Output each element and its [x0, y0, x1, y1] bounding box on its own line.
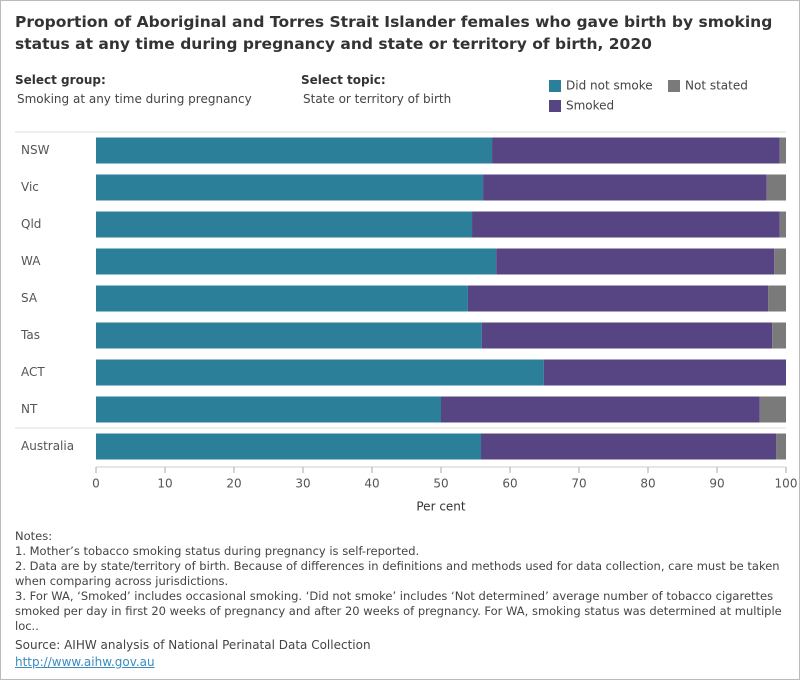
x-tick-label: 30: [295, 477, 310, 491]
y-tick-label: WA: [21, 254, 41, 268]
notes-title: Notes:: [15, 529, 53, 543]
control-value[interactable]: Smoking at any time during pregnancy: [17, 92, 252, 106]
notes: Notes: 1. Mother’s tobacco smoking statu…: [15, 529, 790, 634]
bar-segment: [96, 359, 544, 386]
bar-segment: [481, 433, 777, 460]
bar-segment: [441, 396, 760, 423]
legend-label: Not stated: [685, 79, 748, 93]
chart: Did not smoke Smoked Not stated NSW Vic Qld WA…: [15, 79, 798, 514]
control[interactable]: Select group: Smoking at any time during…: [15, 73, 252, 106]
bar-segment: [96, 322, 482, 349]
bar-segment: [779, 211, 786, 238]
y-tick-label: SA: [21, 291, 38, 305]
bar-segment: [768, 285, 786, 312]
source: Source: AIHW analysis of National Perina…: [15, 638, 371, 652]
legend-label: Smoked: [566, 99, 614, 113]
x-axis-title: Per cent: [416, 500, 466, 514]
bar-segment: [543, 359, 786, 386]
bar-segment: [96, 137, 493, 164]
bar-segment: [472, 211, 780, 238]
bar-segment: [492, 137, 780, 164]
note: 3. For WA, ‘Smoked’ includes occasional …: [15, 589, 782, 633]
note: 2. Data are by state/territory of birth.…: [15, 559, 780, 588]
bar-segment: [96, 174, 484, 201]
y-tick-label: Australia: [21, 439, 74, 453]
bar-segment: [772, 322, 786, 349]
bar-segment: [759, 396, 786, 423]
x-tick-label: 80: [640, 477, 655, 491]
bar-segment: [766, 174, 786, 201]
control-label: Select group:: [15, 73, 106, 87]
bar-segment: [776, 433, 786, 460]
chart-title: Proportion of Aboriginal and Torres Stra…: [15, 13, 773, 53]
bar-segment: [481, 322, 773, 349]
y-tick-label: Vic: [21, 180, 39, 194]
bar-segment: [96, 433, 482, 460]
legend-swatch: [549, 100, 561, 112]
legend-swatch: [668, 80, 680, 92]
x-tick-label: 90: [709, 477, 724, 491]
source-link[interactable]: http://www.aihw.gov.au: [15, 655, 155, 669]
bar-segment: [779, 137, 786, 164]
y-tick-label: NSW: [21, 143, 50, 157]
bar-segment: [96, 248, 497, 275]
legend-swatch: [549, 80, 561, 92]
bar-segment: [467, 285, 769, 312]
x-tick-label: 100: [775, 477, 798, 491]
control[interactable]: Select topic: State or territory of birt…: [301, 73, 451, 106]
control-label: Select topic:: [301, 73, 386, 87]
bar-segment: [96, 396, 441, 423]
bar-segment: [496, 248, 775, 275]
x-tick-label: 40: [364, 477, 379, 491]
bar-segment: [96, 211, 473, 238]
legend-label: Did not smoke: [566, 79, 653, 93]
y-tick-label: ACT: [21, 365, 45, 379]
x-tick-label: 70: [571, 477, 586, 491]
x-tick-label: 20: [226, 477, 241, 491]
x-tick-label: 0: [92, 477, 100, 491]
bar-segment: [774, 248, 786, 275]
note: 1. Mother’s tobacco smoking status durin…: [15, 544, 420, 558]
x-tick-label: 10: [157, 477, 172, 491]
y-tick-label: NT: [21, 402, 38, 416]
x-tick-label: 50: [433, 477, 448, 491]
y-tick-label: Tas: [20, 328, 40, 342]
bar-segment: [96, 285, 468, 312]
bar-segment: [483, 174, 767, 201]
y-tick-label: Qld: [21, 217, 41, 231]
x-tick-label: 60: [502, 477, 517, 491]
control-value[interactable]: State or territory of birth: [303, 92, 452, 106]
